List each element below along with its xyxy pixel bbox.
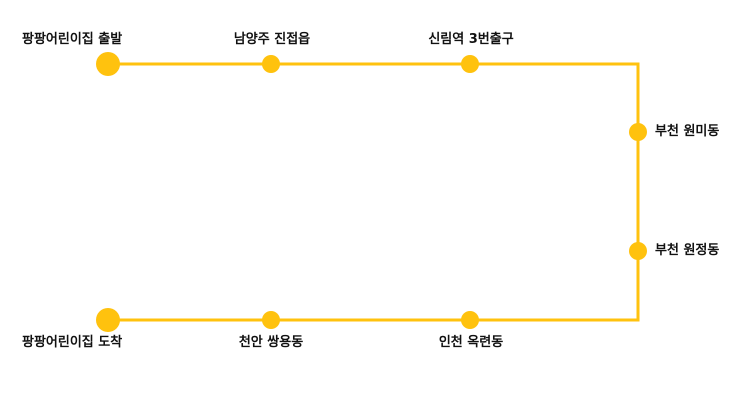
stop-label-namyangju: 남양주 진접읍 (233, 32, 311, 47)
route-line (108, 62, 640, 322)
stop-label-start: 팡팡어린이집 출발 (22, 32, 123, 47)
stop-dot-sillim (461, 55, 479, 73)
stop-label-incheon: 인천 옥련동 (438, 335, 504, 350)
terminal-dot-start (96, 52, 120, 76)
stop-dot-bucheon-wonmi (629, 123, 647, 141)
stop-dot-bucheon-wonjeong (629, 242, 647, 260)
stop-label-cheonan: 천안 쌍용동 (238, 335, 304, 350)
terminal-dot-end (96, 308, 120, 332)
stop-label-end: 팡팡어린이집 도착 (22, 335, 123, 350)
stop-label-sillim: 신림역 3번출구 (428, 32, 514, 47)
stop-dot-incheon (461, 311, 479, 329)
stop-label-bucheon-wonjeong: 부천 원정동 (655, 243, 720, 258)
stop-dot-namyangju (262, 55, 280, 73)
stop-label-bucheon-wonmi: 부천 원미동 (655, 124, 720, 139)
stop-dot-cheonan (262, 311, 280, 329)
